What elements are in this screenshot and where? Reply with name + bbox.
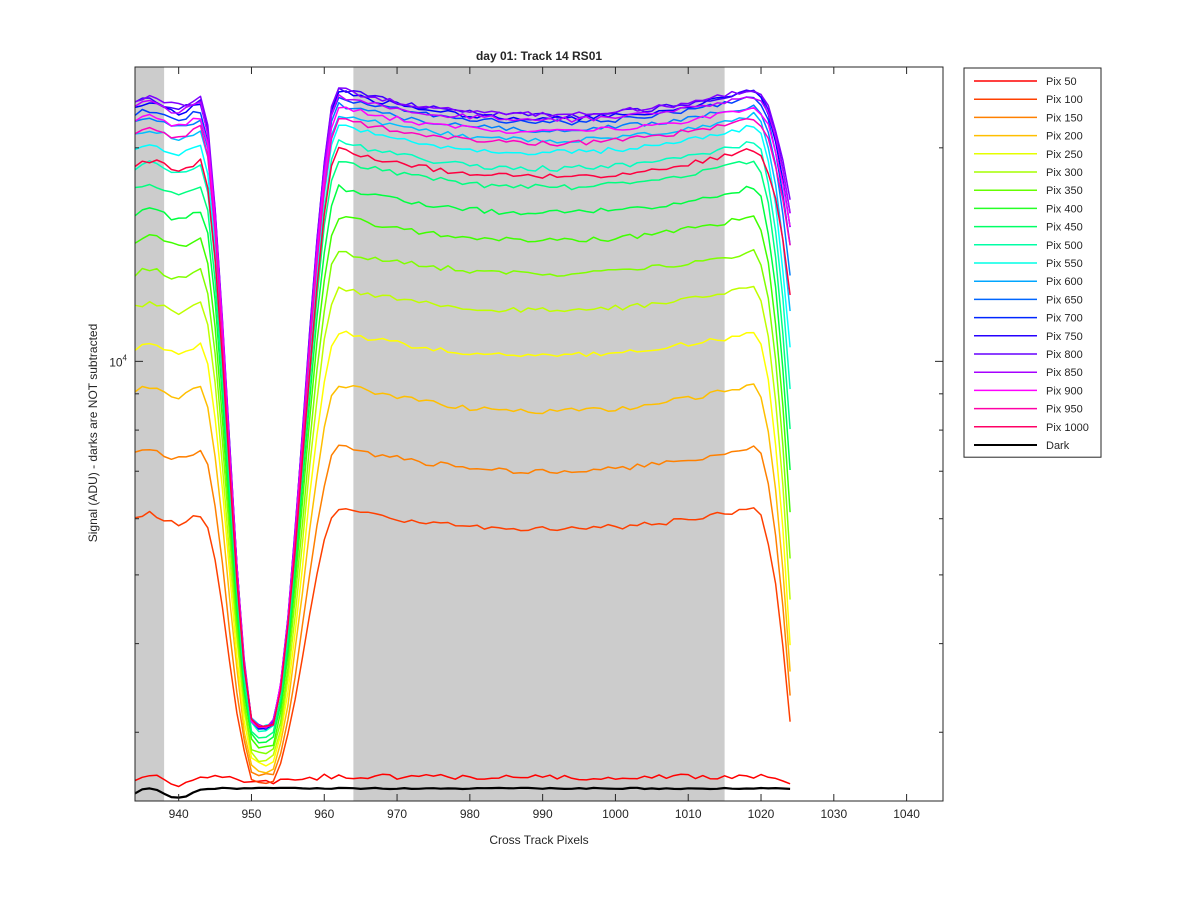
- legend-label: Pix 250: [1046, 149, 1083, 161]
- x-tick-label: 1000: [602, 807, 629, 821]
- x-tick-label: 990: [533, 807, 553, 821]
- chart-title: day 01: Track 14 RS01: [476, 49, 602, 63]
- x-tick-label: 1030: [820, 807, 847, 821]
- series-lines: [134, 87, 791, 799]
- x-tick-label: 1010: [675, 807, 702, 821]
- legend-label: Pix 200: [1046, 131, 1083, 143]
- x-tick-label: 980: [460, 807, 480, 821]
- legend-label: Pix 300: [1046, 167, 1083, 179]
- legend-label: Pix 400: [1046, 203, 1083, 215]
- shaded-region-2: [353, 67, 725, 801]
- series-line-pix-300: [134, 285, 791, 763]
- legend-label: Pix 700: [1046, 313, 1083, 325]
- y-tick-label: 104: [109, 353, 127, 369]
- series-line-pix-450: [134, 184, 791, 744]
- legend-label: Pix 500: [1046, 240, 1083, 252]
- x-tick-label: 970: [387, 807, 407, 821]
- axes: 940 950 960 970 980 990 1000 1010 1020 1030 1040 10…: [109, 66, 944, 821]
- x-tick-label: 960: [314, 807, 334, 821]
- x-tick-label: 1020: [748, 807, 775, 821]
- x-tick-label: 1040: [893, 807, 920, 821]
- legend-label: Pix 1000: [1046, 422, 1089, 434]
- legend-label: Pix 750: [1046, 331, 1083, 343]
- series-line-pix-200: [134, 383, 791, 774]
- legend-label: Pix 450: [1046, 222, 1083, 234]
- legend-label: Pix 850: [1046, 367, 1083, 379]
- x-axis-label: Cross Track Pixels: [489, 833, 588, 847]
- legend-label: Pix 900: [1046, 385, 1083, 397]
- legend-label: Pix 550: [1046, 258, 1083, 270]
- legend-label: Dark: [1046, 440, 1070, 452]
- legend-label: Pix 100: [1046, 94, 1083, 106]
- series-line-pix-500: [134, 160, 791, 739]
- series-line-pix-150: [134, 444, 791, 777]
- legend-label: Pix 600: [1046, 276, 1083, 288]
- series-line-dark: [134, 786, 791, 799]
- series-line-pix-50: [134, 773, 791, 788]
- series-line-pix-1100: [134, 146, 791, 728]
- x-tick-label: 940: [169, 807, 189, 821]
- series-line-pix-100: [134, 507, 791, 785]
- legend-label: Pix 800: [1046, 349, 1083, 361]
- series-line-pix-350: [134, 248, 791, 755]
- legend: Pix 50 Pix 100 Pix 150 Pix 200 Pix 250 Pix 30…: [963, 67, 1102, 458]
- series-line-pix-250: [134, 330, 791, 767]
- shaded-region-1: [135, 67, 165, 801]
- x-tick-label: 950: [241, 807, 261, 821]
- legend-label: Pix 150: [1046, 112, 1083, 124]
- legend-label: Pix 950: [1046, 404, 1083, 416]
- y-axis-label: Signal (ADU) - darks are NOT subtracted: [86, 324, 100, 543]
- legend-label: Pix 50: [1046, 76, 1077, 88]
- legend-label: Pix 350: [1046, 185, 1083, 197]
- legend-label: Pix 650: [1046, 294, 1083, 306]
- plot-frame: [134, 66, 944, 802]
